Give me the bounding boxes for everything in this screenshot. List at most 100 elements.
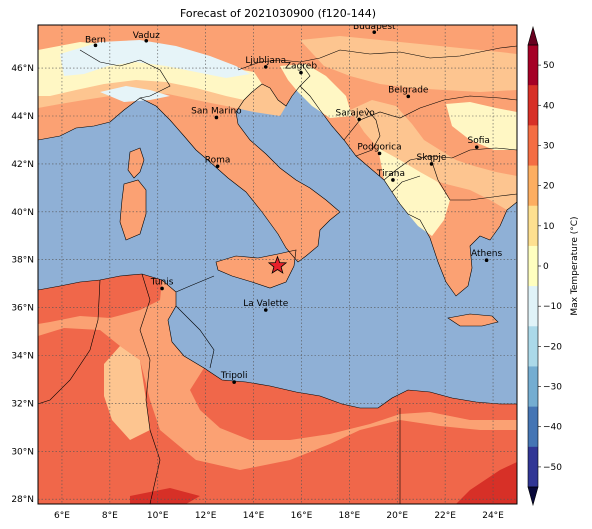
colorbar-segment (528, 446, 538, 488)
city-dot (160, 286, 164, 291)
x-tick-label: 18°E (339, 511, 361, 521)
city-dot (144, 39, 149, 43)
zone-40-50 (456, 462, 517, 504)
x-tick-label: 6°E (54, 511, 70, 521)
colorbar-segment (528, 245, 538, 287)
x-tick-label: 20°E (386, 511, 408, 521)
colorbar-tick-label: 40 (543, 101, 555, 111)
zone-40-50-west (130, 488, 200, 504)
city-label: La Valette (243, 299, 288, 309)
zone-0-minus10-south (100, 86, 170, 102)
colorbar-segment (528, 326, 538, 367)
city-label: Budapest (353, 22, 396, 32)
city-label: Tripoli (220, 371, 248, 381)
city-label: Skopje (417, 153, 447, 163)
city-dot (357, 117, 361, 122)
y-tick-label: 42°N (11, 160, 34, 170)
city-label: Tirana (376, 169, 405, 179)
colorbar-extend-top (527, 25, 539, 46)
city-label: Ljubljana (245, 56, 286, 66)
land-crete (448, 314, 498, 326)
city-dot (215, 164, 220, 169)
x-tick-labels: 6°E 8°E 10°E 12°E 14°E 16°E 18°E 20°E 22°E 24°E (54, 511, 504, 521)
city-dot (263, 65, 268, 69)
colorbar-tick-label: −40 (543, 423, 562, 433)
city-dot (429, 162, 434, 166)
city-label: San Marino (191, 106, 242, 116)
y-tick-label: 34°N (11, 352, 34, 362)
zone-10-20-balkan (350, 100, 517, 210)
y-tick-label: 36°N (11, 304, 34, 314)
y-tick-labels: 46°N 44°N 42°N 40°N 38°N 36°N 34°N 32°N 30°N 28°N (11, 64, 34, 505)
colorbar-tick-label: −20 (543, 342, 562, 352)
city-dot (93, 43, 98, 48)
y-tick-label: 40°N (11, 208, 34, 218)
city-label: Zagreb (285, 62, 317, 72)
x-tick-label: 10°E (147, 511, 169, 521)
x-tick-label: 24°E (482, 511, 504, 521)
city-dot (377, 151, 382, 156)
colorbar-tick-label: 0 (543, 262, 549, 272)
city-dot (263, 308, 268, 312)
city-dot (232, 380, 236, 384)
zone-10-20-hungary (300, 36, 517, 92)
city-label: Sarajevo (336, 108, 376, 118)
x-tick-label: 12°E (195, 511, 217, 521)
gridlines (38, 25, 517, 504)
borders (38, 45, 517, 504)
y-tick-label: 30°N (11, 447, 34, 457)
colorbar-segment (528, 286, 538, 327)
city-label: Athens (471, 249, 502, 259)
colorbar: 50 40 30 20 10 0 −10 −20 −30 −40 −50 Max Temperatur… (527, 25, 580, 507)
colorbar-tick-label: 20 (543, 182, 555, 192)
colorbar-segment (528, 366, 538, 408)
zone-0-10-bulgaria (446, 102, 517, 150)
map-frame (37, 24, 518, 505)
star-marker (267, 255, 288, 274)
city-dot (474, 145, 479, 149)
city-dot (391, 178, 395, 182)
zone-10-20-africa (104, 346, 150, 440)
map-title: Forecast of 2021030900 (f120-144) (180, 7, 376, 20)
colorbar-tick-label: −10 (543, 302, 562, 312)
city-label: Sofia (468, 136, 490, 146)
city-dot (406, 94, 411, 99)
x-tick-label: 14°E (243, 511, 265, 521)
colorbar-segment (528, 165, 538, 207)
colorbar-tick-label: 50 (543, 61, 555, 71)
city-label: Podgorica (357, 142, 401, 152)
colorbar-segment (528, 205, 538, 247)
y-tick-label: 32°N (11, 399, 34, 409)
land-sardinia (120, 180, 146, 240)
zone-0-minus10 (60, 40, 250, 78)
colorbar-segment (528, 85, 538, 126)
colorbar-segment (528, 125, 538, 167)
colorbar-tick-label: −50 (543, 463, 562, 473)
colorbar-tick-label: −30 (543, 383, 562, 393)
city-dot (299, 70, 303, 75)
city-label: Tunis (150, 277, 174, 287)
land-corsica (128, 148, 144, 178)
zone-0-10-hungary (280, 64, 352, 118)
city-label: Vaduz (133, 31, 160, 41)
x-tick-label: 8°E (102, 511, 118, 521)
city-label: Bern (85, 35, 106, 45)
y-tick-label: 46°N (11, 64, 34, 74)
star-icon (267, 255, 288, 274)
y-tick-label: 38°N (11, 256, 34, 266)
city-dot (484, 258, 489, 262)
zone-30-40-africa-north (38, 274, 162, 324)
colorbar-extend-bottom (527, 486, 539, 507)
x-tick-label: 22°E (434, 511, 456, 521)
y-tick-label: 44°N (11, 112, 34, 122)
x-tick-label: 16°E (291, 511, 313, 521)
city-label: Belgrade (388, 85, 429, 95)
colorbar-tick-label: 10 (543, 222, 555, 232)
city-dot (214, 115, 219, 120)
y-tick-label: 28°N (11, 495, 34, 505)
city-dot (372, 30, 377, 34)
colorbar-segment (528, 406, 538, 448)
zone-30-40-libya (190, 368, 517, 440)
